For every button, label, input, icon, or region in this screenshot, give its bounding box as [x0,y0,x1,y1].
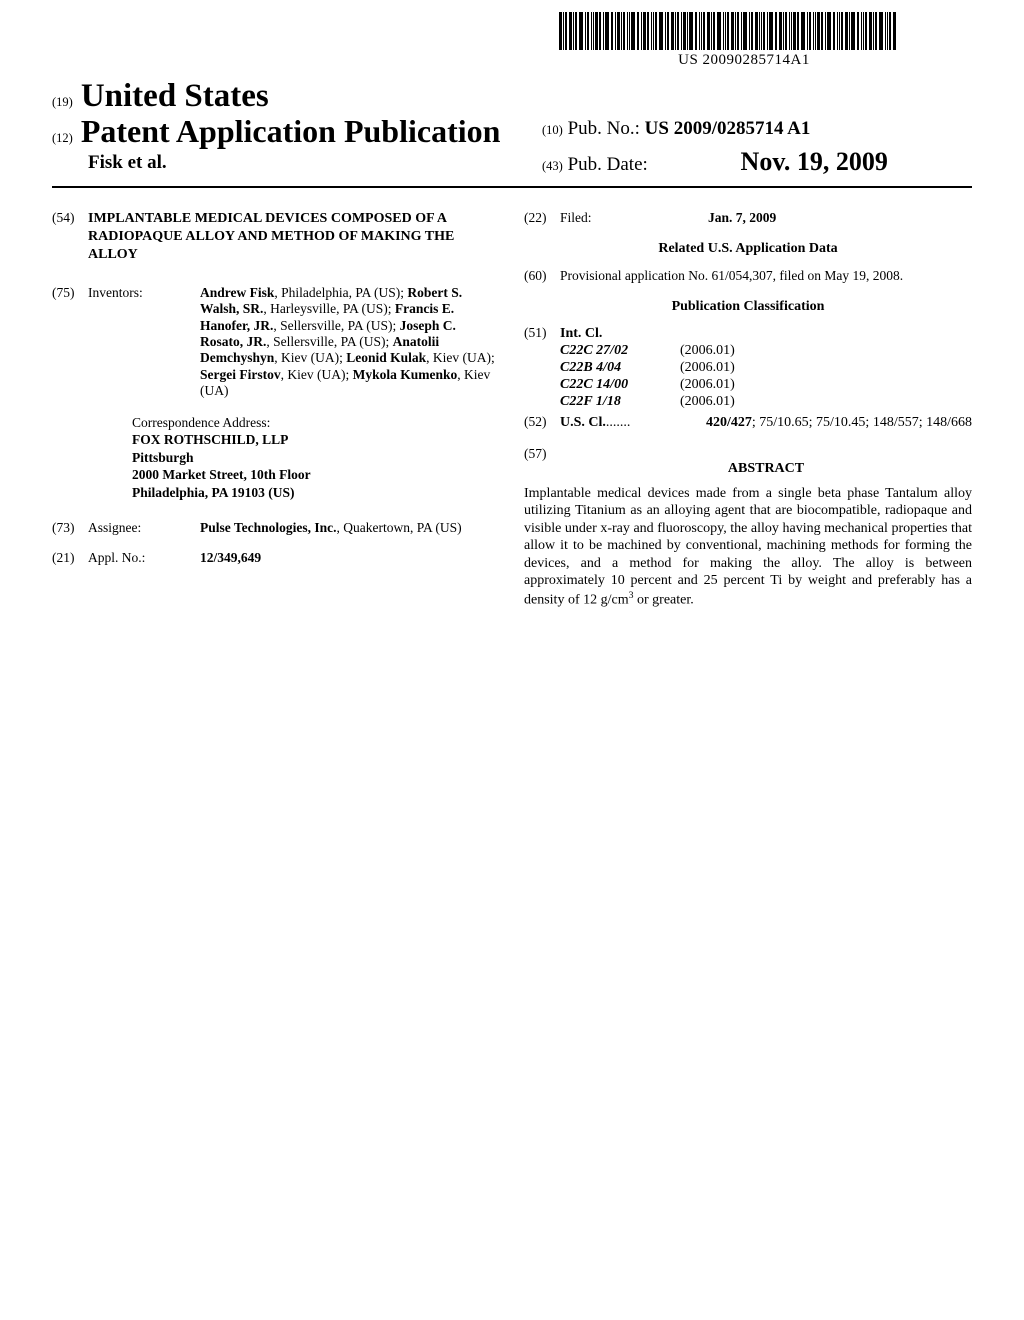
related-app-head: Related U.S. Application Data [524,240,972,257]
assignee-value: Pulse Technologies, Inc., Quakertown, PA… [200,520,500,536]
inventors-label: Inventors: [88,285,200,400]
header-left: (19) United States (12) Patent Applicati… [52,78,500,174]
intcl-row: C22F 1/18(2006.01) [560,393,972,410]
barcode-text: US 20090285714A1 [559,52,929,69]
invention-title: IMPLANTABLE MEDICAL DEVICES COMPOSED OF … [88,210,500,265]
barcode-block: US 20090285714A1 [559,12,929,69]
abstract-label: ABSTRACT [560,460,972,477]
related-app-text: Provisional application No. 61/054,307, … [560,268,972,284]
intcl-row: C22C 27/02(2006.01) [560,342,972,359]
correspondence-l1: FOX ROTHSCHILD, LLP [132,431,500,449]
correspondence-block: Correspondence Address: FOX ROTHSCHILD, … [132,414,500,502]
field-21: (21) [52,550,88,566]
intcl-row: C22C 14/00(2006.01) [560,376,972,393]
filed-label: Filed: [560,210,672,226]
field-57: (57) [524,446,560,485]
authors-line: Fisk et al. [88,152,500,174]
country-title: United States [81,78,269,115]
label-43: (43) [542,159,563,173]
filed-value: Jan. 7, 2009 [672,210,972,226]
intcl-year: (2006.01) [680,393,735,410]
label-10: (10) [542,123,563,137]
correspondence-l4: Philadelphia, PA 19103 (US) [132,484,500,502]
pub-class-head: Publication Classification [524,298,972,315]
header-right: (10) Pub. No.: US 2009/0285714 A1 (43) P… [542,118,888,177]
intcl-code: C22B 4/04 [560,359,680,376]
doc-type: Patent Application Publication [81,113,501,150]
pubdate-label: Pub. Date: [568,154,648,175]
right-column: (22) Filed: Jan. 7, 2009 Related U.S. Ap… [524,210,972,609]
left-column: (54) IMPLANTABLE MEDICAL DEVICES COMPOSE… [52,210,500,609]
field-51: (51) [524,325,560,410]
uscl-label: U.S. Cl. [560,414,606,431]
uscl-values: 420/427; 75/10.65; 75/10.45; 148/557; 14… [630,414,972,431]
correspondence-l3: 2000 Market Street, 10th Floor [132,466,500,484]
intcl-year: (2006.01) [680,359,735,376]
header-rule [52,186,972,188]
intcl-code: C22C 27/02 [560,342,680,359]
label-19: (19) [52,95,73,110]
assignee-label: Assignee: [88,520,200,536]
abstract-text: Implantable medical devices made from a … [524,485,972,609]
intcl-row: C22B 4/04(2006.01) [560,359,972,376]
intcl-list: C22C 27/02(2006.01)C22B 4/04(2006.01)C22… [560,342,972,410]
applno-label: Appl. No.: [88,550,200,566]
correspondence-l2: Pittsburgh [132,449,500,467]
intcl-year: (2006.01) [680,376,735,393]
field-52: (52) [524,414,560,431]
intcl-year: (2006.01) [680,342,735,359]
pub-number: US 2009/0285714 A1 [645,118,811,139]
field-54: (54) [52,210,88,265]
label-12: (12) [52,131,73,146]
field-60: (60) [524,268,560,284]
intcl-code: C22F 1/18 [560,393,680,410]
pub-date: Nov. 19, 2009 [741,147,888,176]
field-22: (22) [524,210,560,226]
intcl-code: C22C 14/00 [560,376,680,393]
field-75: (75) [52,285,88,400]
body-columns: (54) IMPLANTABLE MEDICAL DEVICES COMPOSE… [52,210,972,609]
pubno-label: Pub. No.: [568,118,640,139]
intcl-label: Int. Cl. [560,325,972,342]
applno-value: 12/349,649 [200,550,500,566]
uscl-dots: ....... [606,414,631,431]
correspondence-label: Correspondence Address: [132,414,500,432]
barcode-graphic [559,12,929,50]
field-73: (73) [52,520,88,536]
inventors-list: Andrew Fisk, Philadelphia, PA (US); Robe… [200,285,500,400]
